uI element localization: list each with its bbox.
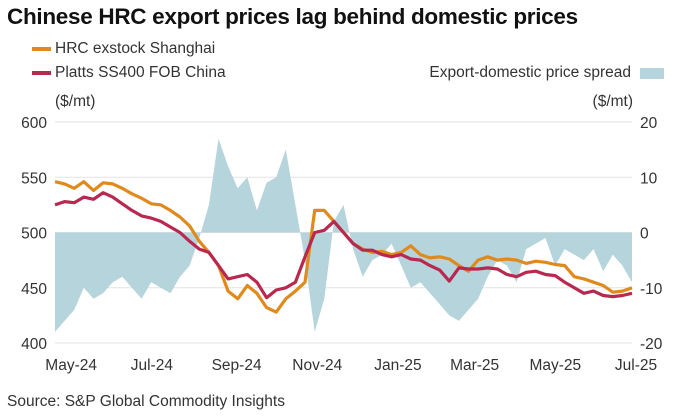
y-tick-label-right: 0	[640, 226, 649, 243]
legend-item-platts-ss400: Platts SS400 FOB China	[32, 64, 226, 82]
y-tick-label-right: -10	[640, 281, 663, 298]
legend-swatch-spread	[640, 67, 664, 79]
x-tick-label: Jan-25	[374, 357, 421, 374]
legend-item-hrc-exstock: HRC exstock Shanghai	[32, 40, 215, 58]
y-tick-label-left: 600	[21, 115, 47, 132]
x-tick-label: May-25	[529, 357, 581, 374]
legend-label-spread: Export-domestic price spread	[429, 64, 631, 81]
x-tick-label: May-24	[45, 357, 97, 374]
x-tick-label: Sep-24	[212, 357, 262, 374]
y-tick-label-right: 20	[640, 115, 658, 132]
x-tick-label: Nov-24	[292, 357, 342, 374]
y-tick-label-right: -20	[640, 336, 663, 353]
x-tick-label: Jul-24	[131, 357, 174, 374]
y-tick-label-left: 450	[21, 281, 47, 298]
legend-label-platts: Platts SS400 FOB China	[55, 64, 226, 81]
spread-area	[55, 138, 632, 332]
y-tick-label-left: 500	[21, 226, 47, 243]
legend-label-hrc: HRC exstock Shanghai	[55, 40, 216, 57]
source-note: Source: S&P Global Commodity Insights	[7, 393, 285, 410]
chart-title: Chinese HRC export prices lag behind dom…	[7, 4, 578, 29]
x-tick-label: Jul-25	[615, 357, 657, 374]
right-axis-unit: ($/mt)	[592, 93, 633, 110]
legend-item-spread: Export-domestic price spread	[429, 64, 664, 82]
legend-swatch-hrc	[32, 47, 51, 51]
x-tick-label: Mar-25	[450, 357, 499, 374]
y-tick-label-left: 550	[21, 170, 47, 187]
y-tick-label-left: 400	[21, 336, 47, 353]
left-axis-unit: ($/mt)	[55, 93, 96, 110]
legend-swatch-platts	[32, 71, 51, 75]
y-tick-label-right: 10	[640, 170, 658, 187]
